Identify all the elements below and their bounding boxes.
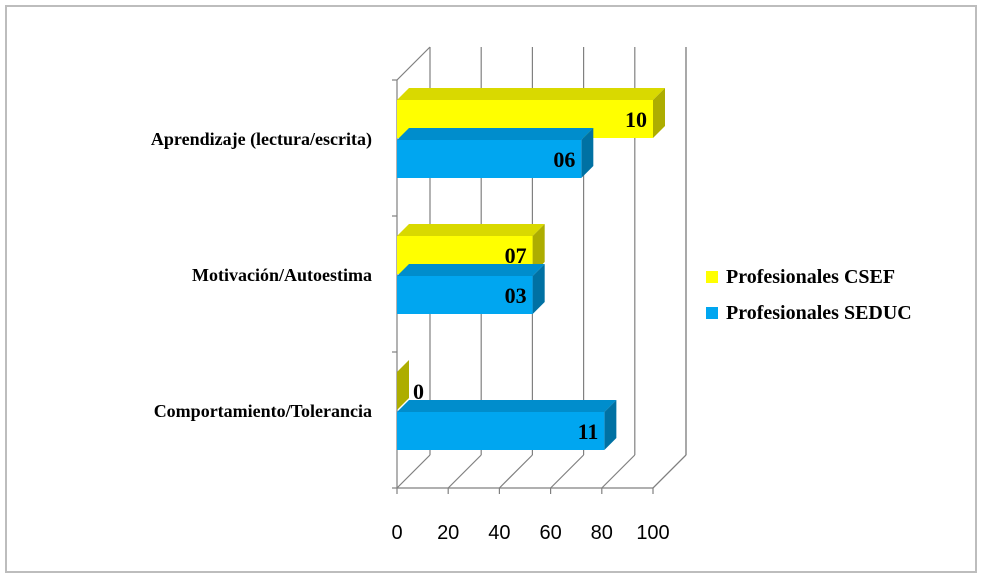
- bar-side-face: [604, 400, 617, 450]
- data-label: 0: [413, 379, 424, 404]
- data-label: 07: [505, 243, 527, 268]
- gridline-floor: [601, 454, 636, 489]
- gridline-floor: [550, 454, 585, 489]
- bar-top-face: [397, 224, 545, 236]
- bar: [397, 140, 582, 178]
- axis-wall-top: [396, 46, 431, 81]
- gridline-floor: [498, 454, 533, 489]
- legend: Profesionales CSEF Profesionales SEDUC: [706, 259, 912, 331]
- legend-item-seduc: Profesionales SEDUC: [706, 295, 912, 331]
- gridline-floor: [396, 454, 431, 489]
- x-tick-label: 40: [488, 522, 510, 544]
- bar: [397, 276, 533, 314]
- x-tick-label: 80: [591, 522, 613, 544]
- legend-label-seduc: Profesionales SEDUC: [726, 301, 912, 324]
- legend-swatch-seduc: [706, 307, 718, 319]
- data-label: 11: [578, 419, 599, 444]
- floor-right-edge: [652, 454, 687, 489]
- bar-top-face: [397, 88, 665, 100]
- category-label: Comportamiento/Tolerancia: [154, 401, 372, 421]
- bar-top-face: [397, 400, 617, 412]
- bar-side-face: [397, 360, 409, 410]
- bar-side-face: [532, 224, 545, 274]
- x-tick-label: 60: [539, 522, 561, 544]
- legend-item-csef: Profesionales CSEF: [706, 259, 912, 295]
- data-label: 06: [553, 147, 575, 172]
- category-label: Aprendizaje (lectura/escrita): [151, 129, 372, 150]
- x-tick-label: 0: [391, 522, 402, 544]
- x-tick-label: 20: [437, 522, 459, 544]
- legend-swatch-csef: [706, 271, 718, 283]
- x-tick-label: 100: [636, 522, 669, 544]
- bar-top-face: [397, 128, 594, 140]
- category-label: Motivación/Autoestima: [192, 265, 372, 285]
- legend-label-csef: Profesionales CSEF: [726, 265, 896, 288]
- gridline-floor: [447, 454, 482, 489]
- data-label: 03: [505, 283, 527, 308]
- bar-top-face: [397, 264, 545, 276]
- bar-side-face: [653, 88, 665, 138]
- bar: [397, 412, 605, 450]
- bar-side-face: [532, 264, 545, 314]
- bar-side-face: [581, 128, 594, 178]
- data-label: 10: [625, 107, 647, 132]
